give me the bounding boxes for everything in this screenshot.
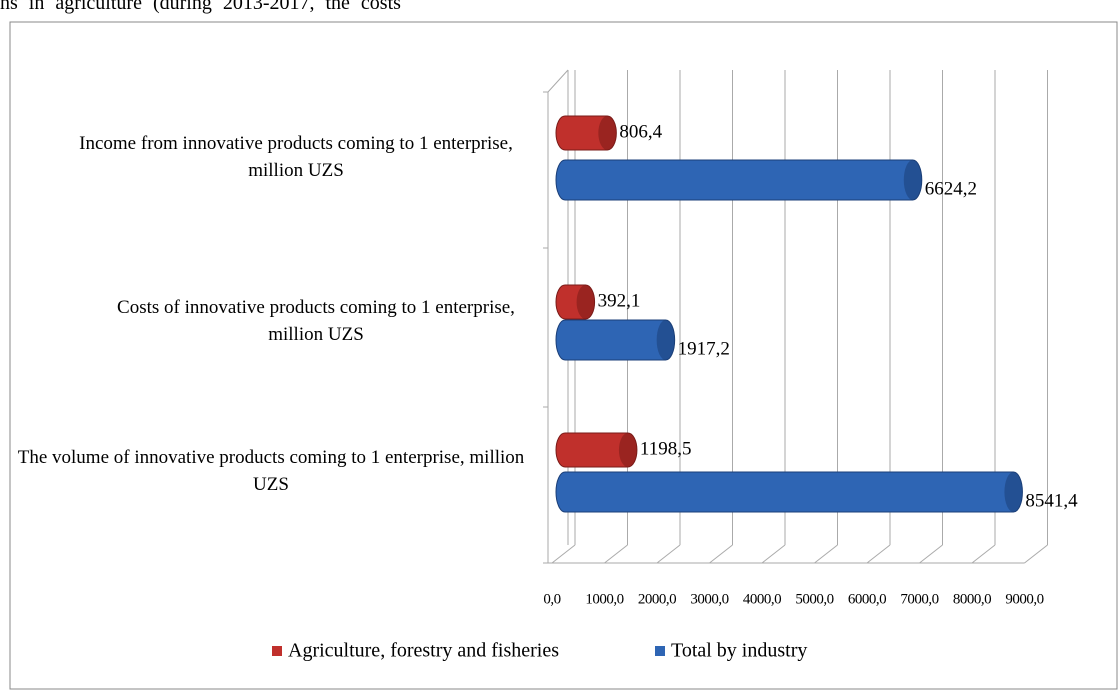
bar (555, 471, 1023, 513)
wall-edge (547, 69, 569, 93)
x-tick-label: 5000,0 (795, 591, 833, 607)
grid-line (919, 544, 943, 564)
grid-line (551, 544, 576, 564)
grid-line (814, 544, 838, 564)
value-label: 392,1 (598, 290, 641, 311)
bar (555, 159, 923, 201)
bar-cap (903, 160, 922, 200)
bar-cap (576, 285, 595, 319)
x-tick-label: 7000,0 (900, 591, 938, 607)
value-label: 1198,5 (640, 438, 692, 459)
value-label: 8541,4 (1025, 490, 1078, 511)
value-label: 6624,2 (925, 178, 977, 199)
grid-line (866, 544, 891, 564)
x-tick-label: 9000,0 (1005, 591, 1043, 607)
grid-line (971, 544, 996, 564)
grid-line (709, 544, 733, 564)
bar-cap (598, 116, 617, 150)
bar-cap (656, 320, 675, 360)
grid-line (761, 544, 786, 564)
category-label: The volume of innovative products coming… (17, 447, 525, 495)
x-tick-label: 2000,0 (638, 591, 676, 607)
x-tick-label: 3000,0 (690, 591, 728, 607)
x-tick-label: 0,0 (543, 591, 560, 607)
grid-line (1024, 544, 1048, 564)
bar-cap (618, 433, 637, 467)
value-label: 806,4 (619, 121, 662, 142)
grid-line (656, 544, 681, 564)
legend-swatch (655, 646, 665, 656)
x-tick-label: 8000,0 (953, 591, 991, 607)
legend-swatch (272, 646, 282, 656)
x-tick-label: 6000,0 (848, 591, 886, 607)
legend-label: Agriculture, forestry and fisheries (288, 640, 559, 662)
value-label: 1917,2 (678, 338, 730, 359)
category-label: Income from innovative products coming t… (79, 133, 513, 181)
bar-cap (1004, 472, 1023, 512)
document-text: ns in agriculture (during 2013-2017, the… (0, 0, 401, 14)
grid-line (604, 544, 628, 564)
x-tick-label: 1000,0 (585, 591, 623, 607)
category-label: Costs of innovative products coming to 1… (117, 297, 515, 345)
x-tick-label: 4000,0 (743, 591, 781, 607)
legend-label: Total by industry (671, 640, 807, 662)
